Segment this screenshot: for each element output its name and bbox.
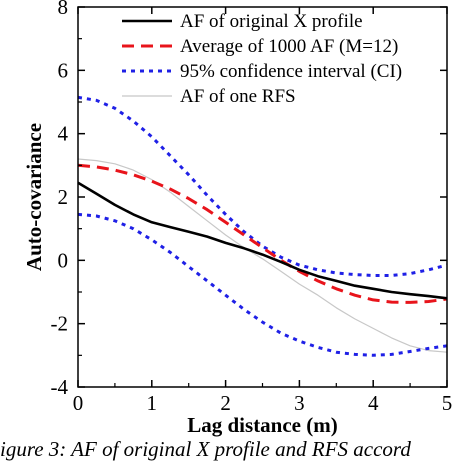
y-tick-label: 8 xyxy=(58,0,69,19)
x-tick-label: 4 xyxy=(368,391,379,415)
y-tick-label: 0 xyxy=(58,248,69,272)
series-line-1 xyxy=(77,163,448,304)
legend-label: AF of original X profile xyxy=(180,11,363,32)
series-line-3 xyxy=(77,212,448,357)
x-tick-label: 2 xyxy=(220,391,231,415)
y-tick-label: 2 xyxy=(58,185,69,209)
series-line-2 xyxy=(77,95,448,277)
series-line-0 xyxy=(77,181,448,300)
x-tick-label: 1 xyxy=(147,391,158,415)
x-axis-title: Lag distance (m) xyxy=(187,413,338,437)
legend-label: 95% confidence interval (CI) xyxy=(180,61,402,82)
x-tick-label: 5 xyxy=(442,391,453,415)
x-tick-label: 3 xyxy=(294,391,305,415)
legend-label: AF of one RFS xyxy=(180,86,296,107)
legend-label: Average of 1000 AF (M=12) xyxy=(180,36,398,57)
y-tick-label: -4 xyxy=(51,375,69,399)
figure-caption: igure 3: AF of original X profile and RF… xyxy=(0,437,411,461)
y-tick-label: -2 xyxy=(51,312,69,336)
series-line-4 xyxy=(77,158,448,353)
x-tick-label: 0 xyxy=(73,391,84,415)
y-tick-label: 4 xyxy=(58,122,69,146)
y-axis-title: Auto-covariance xyxy=(22,123,46,271)
y-tick-label: 6 xyxy=(58,58,69,82)
